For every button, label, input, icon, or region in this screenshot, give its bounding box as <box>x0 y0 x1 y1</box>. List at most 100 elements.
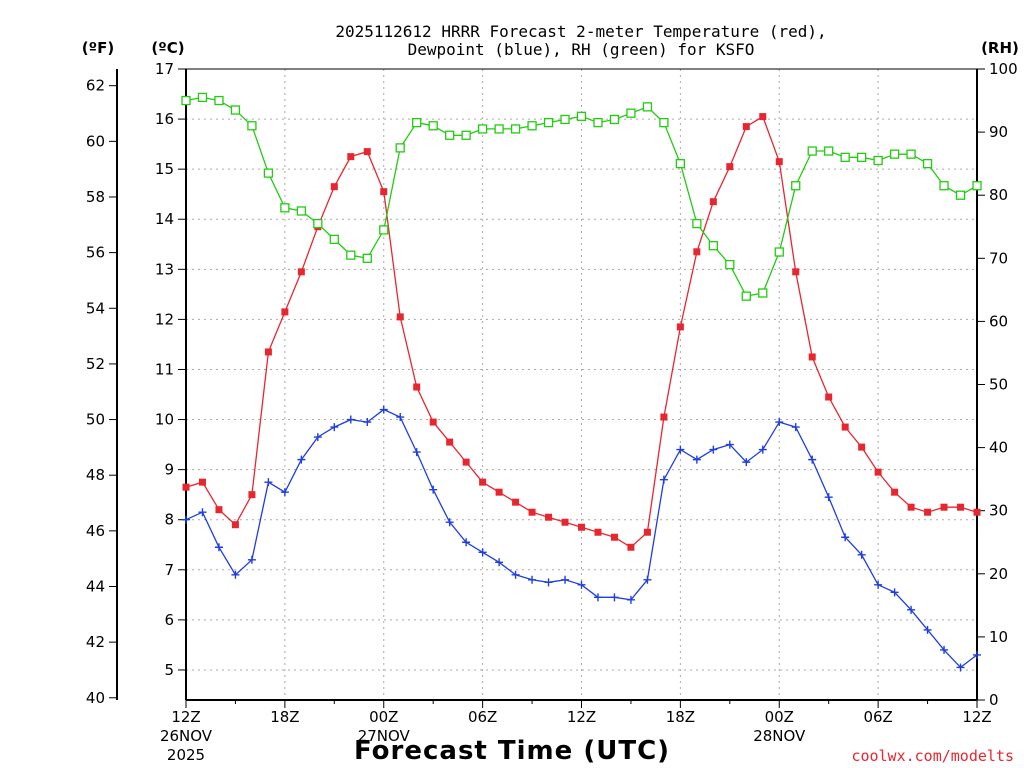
time-tick-label: 06Z <box>468 708 497 726</box>
rh-point <box>939 181 949 191</box>
dewpoint-point <box>297 455 306 464</box>
temperature-point <box>545 513 553 521</box>
temperature-point <box>891 488 899 496</box>
date-tick-label: 27NOV <box>358 727 411 745</box>
x-axis-title: Forecast Time (UTC) <box>354 736 670 766</box>
rh-point <box>230 105 241 115</box>
rh-point <box>428 121 438 131</box>
rh-point <box>609 114 620 125</box>
dewpoint-point <box>280 488 289 497</box>
temperature-point <box>709 198 717 206</box>
dewpoint-point <box>445 518 454 527</box>
temperature-point <box>231 521 239 529</box>
rh-point <box>362 253 372 263</box>
dewpoint-series <box>182 405 981 672</box>
temperature-line <box>185 115 978 549</box>
dewpoint-point <box>396 413 405 422</box>
temperature-point <box>297 268 305 276</box>
time-tick-label: 00Z <box>765 708 794 726</box>
rh-point <box>922 158 933 169</box>
time-tick-label: 00Z <box>369 708 398 726</box>
rh-series <box>181 92 982 301</box>
fahrenheit-tick-label: 54 <box>86 299 105 317</box>
temperature-point <box>182 483 190 491</box>
fahrenheit-tick-label: 44 <box>86 577 105 595</box>
celsius-tick-label: 17 <box>155 60 174 78</box>
title-line-1: 2025112612 HRRR Forecast 2-meter Tempera… <box>335 22 826 41</box>
dewpoint-point <box>528 575 537 584</box>
rh-point <box>346 250 356 260</box>
rh-point <box>692 218 702 229</box>
rh-point <box>247 121 257 131</box>
rh-tick-label: 20 <box>989 565 1008 583</box>
rh-point <box>955 190 966 200</box>
temperature-point <box>594 528 602 536</box>
dewpoint-point <box>709 445 718 454</box>
title-line-2: Dewpoint (blue), RH (green) for KSFO <box>408 40 755 59</box>
rh-point <box>824 146 834 156</box>
dewpoint-point <box>379 405 388 414</box>
time-tick-label: 12Z <box>567 708 596 726</box>
rh-point <box>774 247 784 257</box>
temperature-point <box>363 148 371 156</box>
dewpoint-point <box>182 515 190 524</box>
rh-point <box>395 143 405 153</box>
temperature-point <box>429 418 437 426</box>
rh-point <box>445 130 455 140</box>
temperature-point <box>973 508 981 516</box>
dewpoint-point <box>462 538 471 547</box>
fahrenheit-tick-label: 58 <box>86 188 105 206</box>
celsius-tick-label: 9 <box>164 461 174 479</box>
rh-unit-label: (RH) <box>981 39 1019 57</box>
year-tick-label: 2025 <box>167 746 205 764</box>
rh-point <box>741 291 751 301</box>
rh-point <box>527 121 537 131</box>
temperature-point <box>396 313 404 321</box>
temperature-point <box>512 498 520 506</box>
rh-point <box>972 181 982 191</box>
dewpoint-point <box>313 433 322 442</box>
rh-point <box>412 117 422 128</box>
dewpoint-point <box>791 423 800 432</box>
dewpoint-point <box>214 543 223 552</box>
dewpoint-point <box>412 448 421 457</box>
temperature-point <box>347 153 355 161</box>
chart-title: 2025112612 HRRR Forecast 2-meter Tempera… <box>335 22 826 59</box>
rh-tick-label: 90 <box>989 123 1008 141</box>
rh-point <box>906 149 916 159</box>
dewpoint-point <box>742 458 751 467</box>
dewpoint-point <box>874 580 883 589</box>
dewpoint-point <box>659 475 668 484</box>
temperature-point <box>561 518 569 526</box>
temperature-point <box>330 183 338 191</box>
time-tick-label: 18Z <box>666 708 695 726</box>
rh-point <box>593 117 603 128</box>
rh-tick-label: 50 <box>989 376 1008 394</box>
rh-point <box>461 130 471 140</box>
fahrenheit-tick-label: 48 <box>86 466 105 484</box>
temperature-point <box>924 508 932 516</box>
dewpoint-point <box>890 588 899 597</box>
rh-point <box>659 117 669 128</box>
temperature-point <box>693 248 701 256</box>
temperature-point <box>874 468 882 476</box>
temperature-point <box>759 113 767 121</box>
dewpoint-point <box>692 455 701 464</box>
celsius-tick-label: 8 <box>164 511 174 529</box>
celsius-tick-label: 13 <box>155 260 174 278</box>
dewpoint-point <box>247 555 256 564</box>
temperature-point <box>281 308 289 316</box>
dewpoint-point <box>610 593 619 602</box>
celsius-tick-label: 6 <box>164 611 174 629</box>
rh-point <box>197 92 208 103</box>
plot-frame <box>185 68 978 701</box>
temperature-point <box>627 543 635 551</box>
rh-point <box>280 203 290 213</box>
dewpoint-point <box>626 595 635 604</box>
temperature-point <box>676 323 684 331</box>
dewpoint-point <box>758 445 767 454</box>
dewpoint-point <box>264 478 273 487</box>
rh-point <box>263 168 274 178</box>
time-tick-label: 06Z <box>863 708 892 726</box>
